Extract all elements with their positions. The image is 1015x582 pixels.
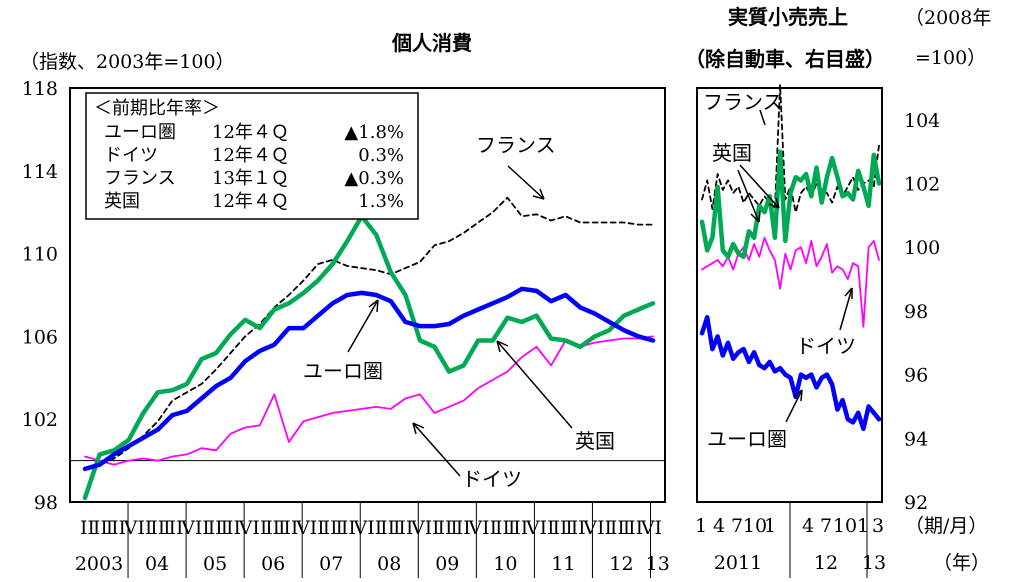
annotation-eurozone: ユーロ圏 xyxy=(303,359,383,383)
right-ylabel: （2008年 =100） xyxy=(905,7,997,69)
left-x-year-label: 09 xyxy=(435,553,459,575)
right-x-unit-period: （期/月） xyxy=(905,515,987,537)
left-series-3 xyxy=(82,214,656,501)
left-plot-frame xyxy=(69,87,666,503)
legend-row-name: ドイツ xyxy=(104,145,158,166)
right-series-3 xyxy=(699,149,882,260)
legend-row-period: 12年４Ｑ xyxy=(212,145,289,166)
right-ylabel-line1: （2008年 xyxy=(905,7,991,29)
right-y-tick-label: 92 xyxy=(904,492,928,514)
left-annotations: フランス ユーロ圏 英国 ドイツ xyxy=(303,133,615,491)
left-x-year-label: 10 xyxy=(493,553,517,575)
left-x-year-label: 08 xyxy=(377,553,401,575)
left-series-1 xyxy=(84,335,654,466)
left-x-quarter-row: ⅠⅡⅢⅣⅠⅡⅢⅣⅠⅡⅢⅣⅠⅡⅢⅣⅠⅡⅢⅣⅠⅡⅢⅣⅠⅡⅢⅣⅠⅡⅢⅣⅠⅡⅢⅣⅠⅡⅢⅣ… xyxy=(80,517,662,539)
right-series-1 xyxy=(701,236,880,328)
right-annotation-eurozone: ユーロ圏 xyxy=(707,427,787,451)
right-y-tick-label: 104 xyxy=(904,110,940,132)
left-x-year-label: 2003 xyxy=(75,553,123,575)
right-annotation-france: フランス xyxy=(703,90,783,114)
left-series-0 xyxy=(82,286,656,472)
right-ylabel-line2: =100） xyxy=(915,47,986,69)
legend-row: 英国 12年４Ｑ 1.3% xyxy=(104,191,404,212)
right-x-month-label: 4 xyxy=(713,515,725,537)
left-x-year-label: 13 xyxy=(646,553,670,575)
right-plot-area xyxy=(696,83,883,578)
legend-row-name: フランス xyxy=(104,168,176,189)
left-ylabel: （指数、2003年=100） xyxy=(20,51,235,73)
right-y-tick-label: 98 xyxy=(904,301,928,323)
right-y-tick-label: 94 xyxy=(904,428,928,450)
left-y-tick-label: 106 xyxy=(22,326,58,348)
legend-row-value: 0.3% xyxy=(358,145,404,166)
right-x-year-labels: 2011 12 13 xyxy=(714,552,886,574)
legend-box: ＜前期比年率＞ ユーロ圏 12年４Ｑ ▲1.8% ドイツ 12年４Ｑ 0.3% フランス 13… xyxy=(85,92,419,220)
right-x-month-label: 1 xyxy=(695,515,707,537)
right-x-month-label: 3 xyxy=(872,515,884,537)
annotation-france: フランス xyxy=(476,133,556,157)
right-x-month-label: 4 xyxy=(802,515,814,537)
left-y-tick-label: 110 xyxy=(22,244,58,266)
right-y-tick-label: 96 xyxy=(904,365,928,387)
right-x-month-label: 7 xyxy=(820,515,832,537)
left-series-2 xyxy=(84,196,654,470)
left-title: 個人消費 xyxy=(391,31,472,55)
legend-row-value: 1.3% xyxy=(358,191,404,212)
left-y-tick-label: 102 xyxy=(22,409,58,431)
right-y-tick-labels: 92 94 96 98 100 102 104 xyxy=(904,110,940,514)
left-y-tick-label: 118 xyxy=(22,78,58,100)
left-x-year-label: 04 xyxy=(145,553,169,575)
legend-row-name: 英国 xyxy=(104,191,140,212)
left-x-year-label: 11 xyxy=(551,553,575,575)
left-plot-area xyxy=(69,87,666,578)
right-x-month-label: 1 xyxy=(764,515,776,537)
left-x-year-labels: 2003 04 05 06 07 08 09 10 11 12 13 xyxy=(75,553,670,575)
legend-row-value: ▲0.3% xyxy=(344,168,404,189)
annotation-germany: ドイツ xyxy=(462,467,522,491)
annotation-uk: 英国 xyxy=(575,429,615,453)
legend-header: ＜前期比年率＞ xyxy=(94,98,220,119)
legend-row-name: ユーロ圏 xyxy=(104,122,176,143)
left-x-year-label: 05 xyxy=(203,553,227,575)
right-y-tick-label: 102 xyxy=(904,174,940,196)
left-y-tick-label: 98 xyxy=(34,492,58,514)
right-series-2 xyxy=(701,83,880,214)
legend-row-value: ▲1.8% xyxy=(344,122,404,143)
legend-row: ユーロ圏 12年４Ｑ ▲1.8% xyxy=(104,122,404,143)
right-x-month-label: 10 xyxy=(833,515,857,537)
legend-row-period: 13年１Ｑ xyxy=(212,168,289,189)
legend-row-period: 12年４Ｑ xyxy=(212,191,289,212)
right-annotations: フランス 英国 ドイツ ユーロ圏 xyxy=(703,90,856,451)
left-x-year-label: 12 xyxy=(609,553,633,575)
left-y-tick-label: 114 xyxy=(22,161,58,183)
right-annotation-uk: 英国 xyxy=(712,141,752,165)
legend-row: ドイツ 12年４Ｑ 0.3% xyxy=(104,145,404,166)
left-y-tick-labels: 98 102 106 110 114 118 xyxy=(22,78,58,514)
right-y-tick-label: 100 xyxy=(904,237,940,259)
right-series-0 xyxy=(699,315,882,432)
right-x-year-label: 2011 xyxy=(714,552,762,574)
right-x-year-label: 12 xyxy=(814,552,838,574)
right-x-month-label: 10 xyxy=(743,515,767,537)
right-x-month-label: 7 xyxy=(731,515,743,537)
right-x-month-label: 1 xyxy=(857,515,869,537)
right-x-unit-year: （年） xyxy=(933,552,990,574)
left-x-year-label: 06 xyxy=(261,553,285,575)
right-annotation-germany: ドイツ xyxy=(796,334,856,358)
right-x-year-label: 13 xyxy=(862,552,886,574)
left-x-year-label: 07 xyxy=(319,553,343,575)
right-subtitle: （除自動車、右目盛） xyxy=(685,47,885,71)
right-title: 実質小売売上 xyxy=(728,5,848,29)
legend-row-period: 12年４Ｑ xyxy=(212,122,289,143)
right-x-month-labels: 1 4 7 101 4 7 10 1 3 xyxy=(695,515,884,537)
legend-row: フランス 13年１Ｑ ▲0.3% xyxy=(104,168,404,189)
